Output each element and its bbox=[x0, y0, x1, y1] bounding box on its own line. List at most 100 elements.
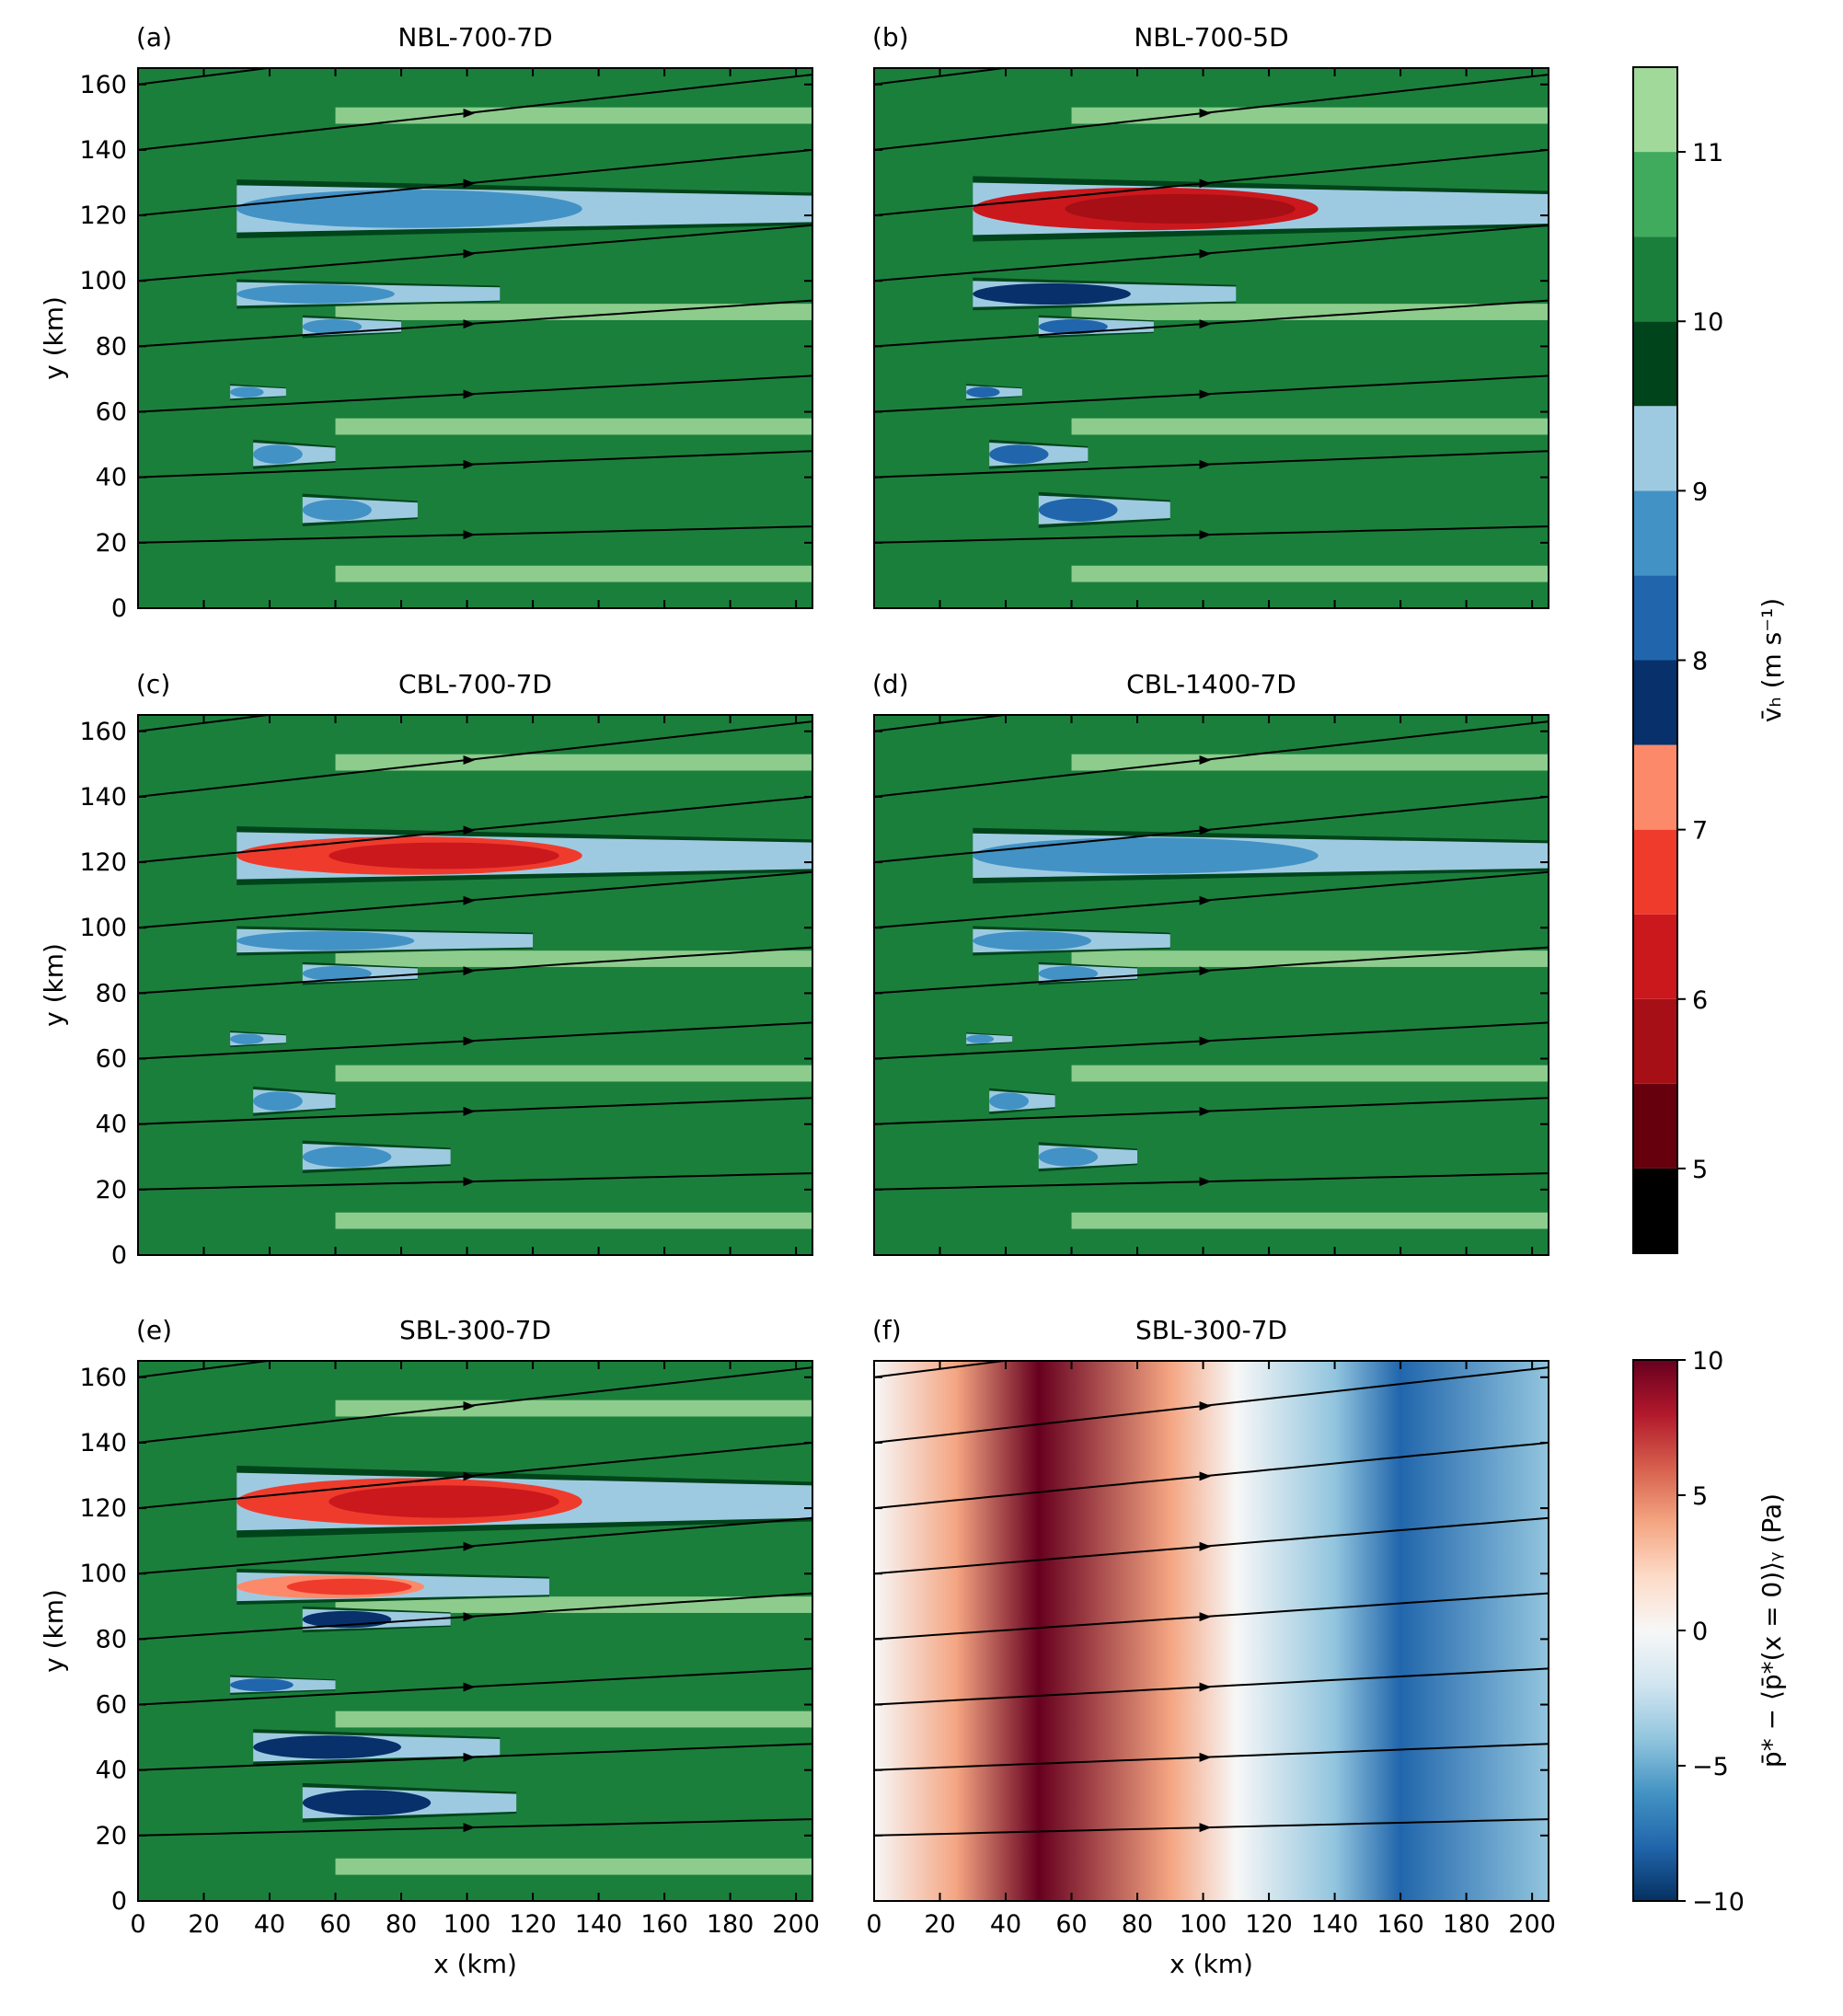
streamline bbox=[138, 450, 812, 478]
background-streak bbox=[335, 1065, 812, 1082]
wake-core bbox=[253, 444, 303, 465]
background-streak bbox=[1071, 418, 1549, 435]
streamline-arrow bbox=[463, 1177, 476, 1187]
wake-core bbox=[302, 1146, 392, 1168]
streamline bbox=[874, 795, 1549, 864]
background-streak bbox=[335, 1400, 812, 1417]
colorbar-level bbox=[1633, 744, 1677, 830]
x-tick-label: 180 bbox=[1443, 1910, 1491, 1939]
y-tick-label: 40 bbox=[96, 464, 127, 492]
x-axis-label: x (km) bbox=[433, 1949, 517, 1979]
streamline-arrow bbox=[463, 109, 476, 119]
colorbar-tick-label: 10 bbox=[1692, 308, 1723, 337]
wake-core bbox=[1038, 498, 1118, 522]
x-tick-label: 60 bbox=[319, 1910, 351, 1939]
streamline-arrow bbox=[463, 1823, 476, 1833]
plot-area bbox=[874, 1361, 1549, 1901]
background-streak bbox=[1071, 1065, 1549, 1082]
streamline-arrow bbox=[1199, 1752, 1212, 1762]
wake-core bbox=[302, 499, 372, 521]
streamline-arrow bbox=[1199, 248, 1212, 259]
streamline bbox=[138, 74, 812, 151]
streamline-arrow bbox=[463, 530, 476, 540]
plot-area bbox=[874, 715, 1549, 1255]
y-axis-label: y (km) bbox=[39, 943, 69, 1027]
wake-core bbox=[236, 931, 415, 950]
streamline bbox=[138, 946, 812, 995]
y-tick-label: 120 bbox=[79, 1494, 127, 1523]
streamline bbox=[874, 1366, 1549, 1444]
axes-frame bbox=[873, 714, 1549, 1256]
streamline bbox=[874, 1441, 1549, 1510]
streamline bbox=[138, 1172, 812, 1191]
x-tick-label: 180 bbox=[707, 1910, 754, 1939]
colorbar-tick-label: −5 bbox=[1692, 1753, 1729, 1781]
background-streak bbox=[335, 1212, 812, 1229]
streamline-arrow bbox=[463, 1612, 476, 1622]
panel-title: CBL-700-7D bbox=[398, 669, 552, 699]
panel-title: NBL-700-5D bbox=[1134, 22, 1288, 52]
background-streak bbox=[1071, 1163, 1549, 1181]
x-tick-label: 140 bbox=[575, 1910, 623, 1939]
wake-core bbox=[973, 837, 1319, 874]
x-tick-label: 40 bbox=[990, 1910, 1021, 1939]
streamline-arrow bbox=[1199, 179, 1212, 189]
wake-deficit bbox=[328, 842, 559, 870]
wake-core bbox=[1038, 965, 1099, 982]
streamline bbox=[138, 525, 812, 544]
streamline bbox=[874, 1743, 1549, 1771]
streamline-arrow bbox=[463, 319, 476, 329]
background-streak bbox=[1071, 884, 1549, 902]
colorbar-level bbox=[1633, 1083, 1677, 1169]
background-streak bbox=[335, 1009, 812, 1026]
wake-core bbox=[989, 1092, 1030, 1111]
colorbar-level bbox=[1633, 67, 1677, 153]
streamline-arrow bbox=[1199, 389, 1212, 399]
colorbar-p: −10 −5 0 5 10 p̄* − ⟨p̄*(x = 0)⟩ᵧ (Pa) bbox=[1632, 1347, 1787, 1917]
panel-f: 0 20 40 60 80 100 120 140 160 180 200 (f) SBL-300-7D… bbox=[866, 1315, 1556, 1979]
wake-deficit bbox=[1065, 193, 1296, 224]
y-tick-label: 140 bbox=[79, 783, 127, 812]
y-tick-label: 20 bbox=[96, 1176, 127, 1204]
wake-core bbox=[253, 1091, 303, 1112]
background-streak bbox=[335, 1530, 812, 1548]
streamline bbox=[874, 525, 1549, 544]
background-streak bbox=[335, 107, 812, 124]
colorbar-vh: 5 6 7 8 9 10 11 v̄ₕ (m s⁻¹) bbox=[1632, 66, 1787, 1254]
panel-letter: (c) bbox=[136, 669, 170, 699]
wake-core bbox=[302, 1790, 432, 1816]
colorbar-level bbox=[1633, 152, 1677, 237]
y-tick-label: 100 bbox=[79, 267, 127, 295]
streamline bbox=[874, 148, 1549, 217]
streamline bbox=[874, 946, 1549, 995]
streamline-arrow bbox=[1199, 1471, 1212, 1481]
x-tick-label: 120 bbox=[509, 1910, 557, 1939]
y-tick-label: 20 bbox=[96, 1822, 127, 1850]
x-tick-label: 160 bbox=[640, 1910, 688, 1939]
wake-core bbox=[230, 1678, 294, 1692]
streamline-arrow bbox=[463, 1752, 476, 1762]
streamline bbox=[874, 74, 1549, 151]
y-tick-label: 0 bbox=[111, 1887, 127, 1916]
y-tick-label: 140 bbox=[79, 136, 127, 165]
streamline bbox=[874, 870, 1549, 929]
streamline-arrow bbox=[1199, 1036, 1212, 1046]
panel-title: SBL-300-7D bbox=[399, 1315, 551, 1345]
y-tick-label: 0 bbox=[111, 1241, 127, 1270]
wake-core bbox=[230, 1033, 264, 1044]
colorbar-tick-label: 5 bbox=[1692, 1156, 1708, 1184]
colorbar-level bbox=[1633, 406, 1677, 491]
wake-deficit bbox=[328, 1485, 559, 1518]
streamline-arrow bbox=[1199, 459, 1212, 469]
wake-core bbox=[236, 190, 582, 228]
colorbar-level bbox=[1633, 321, 1677, 407]
streamline-arrow bbox=[463, 966, 476, 976]
streamline-arrow bbox=[463, 825, 476, 835]
x-tick-label: 80 bbox=[1122, 1910, 1153, 1939]
streamline bbox=[874, 1667, 1549, 1706]
x-tick-label: 200 bbox=[1508, 1910, 1556, 1939]
wake-core bbox=[989, 444, 1049, 465]
streamline bbox=[138, 795, 812, 864]
streamline bbox=[138, 1818, 812, 1837]
streamline-arrow bbox=[1199, 755, 1212, 766]
